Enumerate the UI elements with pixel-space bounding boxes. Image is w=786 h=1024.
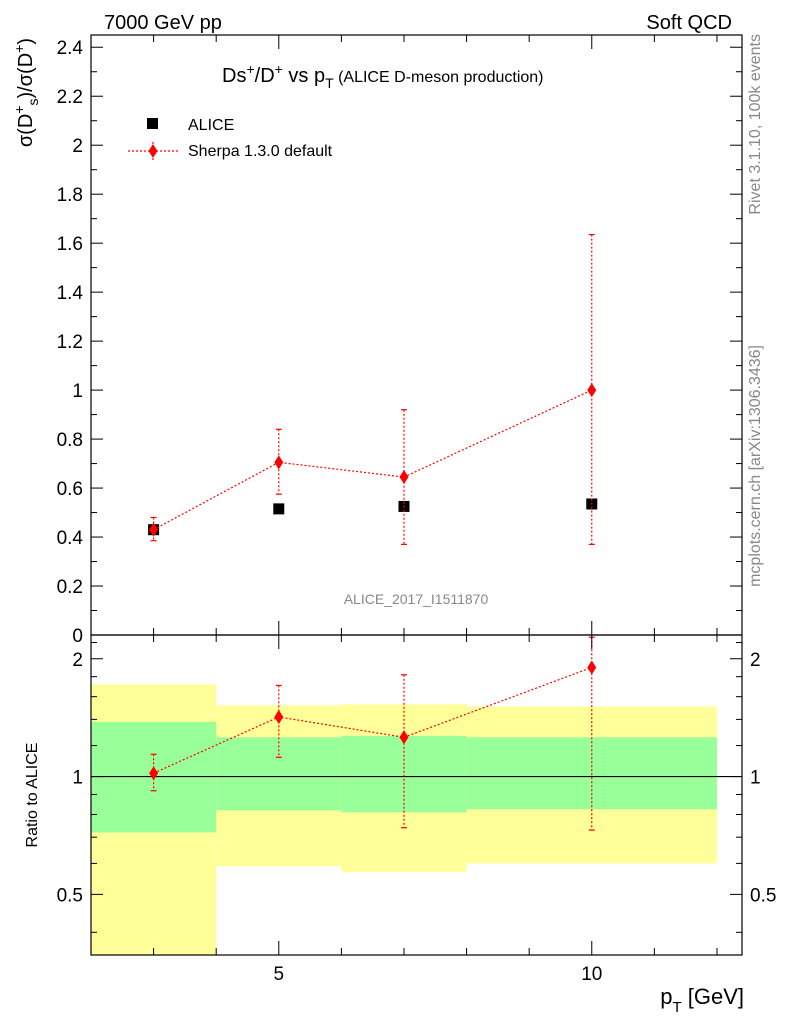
title-paren: (ALICE D-meson production) bbox=[334, 69, 544, 86]
ratio-sherpa-point-2 bbox=[399, 730, 409, 745]
axes: 0 0.2 0.4 0.6 0.8 1 1.2 1.4 1.6 1.8 2 2.2 2.4 5 10 0.5 0… bbox=[57, 34, 776, 985]
title-mid-sup: + bbox=[275, 61, 283, 77]
header-left: 7000 GeV pp bbox=[104, 12, 222, 34]
ratio-panel-data bbox=[149, 636, 597, 831]
top-ytick-label-11: 2.2 bbox=[57, 87, 83, 108]
sherpa-point-0 bbox=[149, 522, 159, 537]
xtick-label-0: 5 bbox=[273, 964, 284, 985]
title-vs: vs p bbox=[283, 65, 325, 87]
chart-title: Ds+/D+ vs pT (ALICE D-meson production) bbox=[222, 61, 544, 91]
top-ylabel: σ(D+s)/σ(D+) bbox=[11, 38, 41, 147]
xlabel: pT [GeV] bbox=[660, 984, 744, 1016]
title-mid: /D bbox=[255, 65, 275, 87]
legend-label-alice: ALICE bbox=[188, 117, 234, 134]
ratio-ytick-label-right-0: 0.5 bbox=[750, 885, 776, 906]
ratio-bands bbox=[91, 684, 742, 955]
top-ytick-label-3: 0.6 bbox=[57, 479, 83, 500]
top-ytick-label-5: 1 bbox=[72, 381, 83, 402]
legend-marker-alice bbox=[147, 118, 158, 129]
top-ytick-label-10: 2 bbox=[72, 136, 83, 157]
top-ytick-label-12: 2.4 bbox=[57, 38, 84, 59]
ratio-sherpa-point-1 bbox=[274, 709, 284, 724]
rivet-label: Rivet 3.1.10, 100k events bbox=[747, 34, 764, 215]
top-ytick-label-6: 1.2 bbox=[57, 332, 83, 353]
top-ytick-label-0: 0 bbox=[72, 626, 83, 647]
legend-label-sherpa: Sherpa 1.3.0 default bbox=[188, 143, 333, 160]
ratio-ylabel: Ratio to ALICE bbox=[24, 743, 41, 848]
mcplots-label: mcplots.cern.ch [arXiv:1306.3436] bbox=[747, 345, 764, 587]
title-main-sup: + bbox=[246, 61, 254, 77]
top-ytick-label-4: 0.8 bbox=[57, 430, 83, 451]
top-ytick-label-8: 1.6 bbox=[57, 234, 83, 255]
top-ytick-label-9: 1.8 bbox=[57, 185, 83, 206]
xtick-label-1: 10 bbox=[581, 964, 602, 985]
header-right: Soft QCD bbox=[646, 12, 732, 34]
top-ytick-label-2: 0.4 bbox=[57, 528, 84, 549]
sherpa-point-3 bbox=[587, 383, 597, 398]
ratio-ytick-label-1: 1 bbox=[72, 768, 83, 789]
ratio-frame bbox=[90, 634, 743, 956]
title-main: Ds bbox=[222, 65, 246, 87]
ratio-sherpa-point-3 bbox=[587, 660, 597, 675]
analysis-id: ALICE_2017_I1511870 bbox=[344, 591, 489, 607]
title-vs-sub: T bbox=[325, 75, 334, 91]
sherpa-point-1 bbox=[274, 455, 284, 470]
ratio-sherpa-line bbox=[153, 666, 592, 774]
legend-marker-sherpa bbox=[148, 144, 158, 158]
ratio-ytick-label-right-1: 1 bbox=[750, 768, 761, 789]
top-ytick-label-7: 1.4 bbox=[57, 283, 84, 304]
ratio-ytick-label-2: 2 bbox=[72, 650, 83, 671]
ratio-ytick-label-right-2: 2 bbox=[750, 650, 761, 671]
ratio-sherpa-point-0 bbox=[149, 766, 159, 781]
sherpa-line bbox=[153, 389, 593, 531]
band-green-1 bbox=[216, 737, 342, 811]
ratio-ytick-label-0: 0.5 bbox=[57, 885, 83, 906]
alice-point-1 bbox=[273, 503, 285, 515]
sherpa-point-2 bbox=[399, 470, 409, 485]
top-ytick-label-1: 0.2 bbox=[57, 577, 83, 598]
legend: ALICE Sherpa 1.3.0 default bbox=[128, 117, 333, 160]
top-panel-data bbox=[148, 233, 598, 545]
